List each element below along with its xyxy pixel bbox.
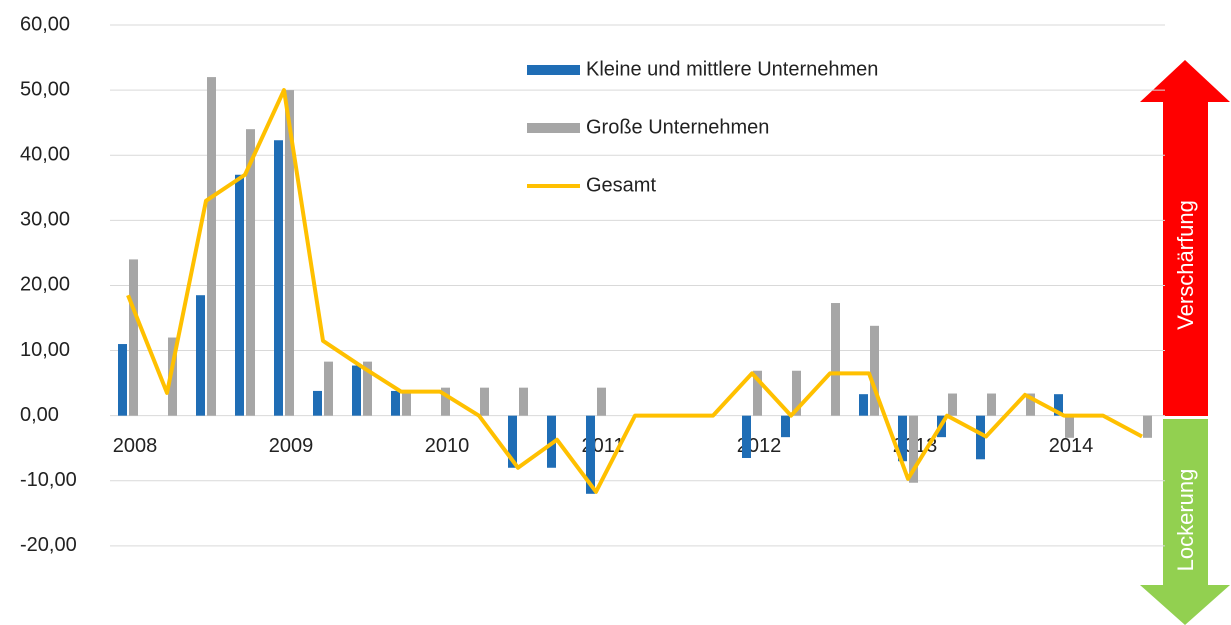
bar bbox=[909, 415, 918, 483]
bar bbox=[508, 415, 517, 468]
easing-label: Lockerung bbox=[1173, 469, 1198, 572]
bar bbox=[987, 393, 996, 416]
x-tick-label: 2014 bbox=[1049, 435, 1094, 457]
bar bbox=[391, 390, 400, 416]
legend-label: Kleine und mittlere Unternehmen bbox=[586, 58, 878, 80]
bar bbox=[363, 361, 372, 416]
bar bbox=[586, 415, 595, 494]
bar bbox=[313, 390, 322, 416]
bar bbox=[597, 387, 606, 416]
bar bbox=[948, 393, 957, 416]
y-tick-label: -20,00 bbox=[20, 534, 77, 556]
x-tick-label: 2010 bbox=[425, 435, 470, 457]
bar bbox=[742, 415, 751, 458]
y-tick-label: 20,00 bbox=[20, 274, 70, 296]
line bbox=[126, 88, 1143, 494]
x-tick-label: 2008 bbox=[113, 435, 158, 457]
bar bbox=[402, 391, 411, 416]
bar bbox=[480, 387, 489, 416]
bar bbox=[1143, 415, 1152, 438]
bar bbox=[859, 394, 868, 416]
bar bbox=[129, 259, 138, 416]
tightening-arrow bbox=[1140, 60, 1230, 416]
tightening-label: Verschärfung bbox=[1173, 200, 1198, 330]
bar bbox=[1065, 415, 1074, 438]
legend-swatch bbox=[527, 123, 580, 133]
bar bbox=[274, 140, 283, 416]
bar bbox=[196, 295, 205, 416]
bar bbox=[441, 387, 450, 416]
bar bbox=[898, 415, 907, 462]
bar bbox=[246, 129, 255, 416]
legend-label: Große Unternehmen bbox=[586, 116, 769, 138]
y-tick-label: 40,00 bbox=[20, 144, 70, 166]
y-tick-label: 0,00 bbox=[20, 404, 59, 426]
bar bbox=[792, 370, 801, 416]
legend-label: Gesamt bbox=[586, 174, 656, 196]
y-tick-label: 30,00 bbox=[20, 209, 70, 231]
easing-arrow bbox=[1140, 419, 1230, 625]
bar bbox=[976, 415, 985, 460]
y-tick-label: 50,00 bbox=[20, 78, 70, 100]
bar bbox=[168, 337, 177, 416]
bar bbox=[753, 370, 762, 416]
bar bbox=[285, 90, 294, 416]
bar bbox=[1026, 393, 1035, 416]
bar bbox=[118, 344, 127, 416]
y-tick-label: 10,00 bbox=[20, 339, 70, 361]
bar bbox=[519, 387, 528, 416]
y-tick-label: -10,00 bbox=[20, 469, 77, 491]
bar bbox=[324, 361, 333, 416]
y-tick-label: 60,00 bbox=[20, 13, 70, 35]
bar bbox=[207, 77, 216, 416]
bar bbox=[870, 325, 879, 416]
bar bbox=[781, 415, 790, 438]
legend-swatch bbox=[527, 65, 580, 75]
bar bbox=[1054, 394, 1063, 416]
x-tick-label: 2009 bbox=[269, 435, 314, 457]
bar bbox=[235, 174, 244, 416]
bar bbox=[831, 303, 840, 416]
bar bbox=[352, 365, 361, 416]
